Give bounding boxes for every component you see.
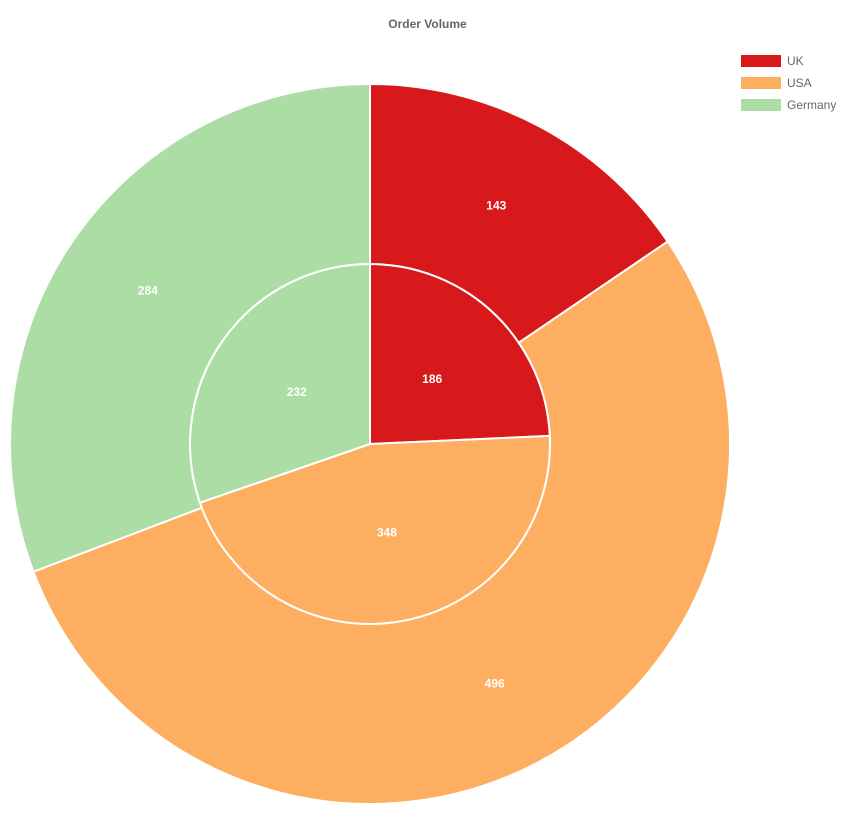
slice-label-outer-germany: 284	[138, 284, 158, 298]
legend-item-usa[interactable]: USA	[741, 72, 836, 94]
legend-label: Germany	[787, 98, 837, 112]
slice-label-outer-uk: 143	[486, 198, 506, 212]
legend-swatch	[741, 55, 781, 67]
legend: UK USA Germany	[741, 50, 836, 116]
slice-outer-germany[interactable]	[9, 82, 371, 573]
legend-item-uk[interactable]: UK	[741, 50, 836, 72]
slice-label-inner-germany: 232	[287, 385, 307, 399]
slice-outer-usa[interactable]	[32, 240, 731, 805]
slice-label-inner-uk: 186	[422, 372, 442, 386]
slice-outer-uk[interactable]	[369, 82, 670, 345]
legend-label: USA	[787, 76, 812, 90]
slice-label-inner-usa: 348	[377, 525, 397, 539]
legend-swatch	[741, 99, 781, 111]
legend-swatch	[741, 77, 781, 89]
chart-title: Order Volume	[388, 17, 467, 31]
legend-label: UK	[787, 54, 804, 68]
legend-item-germany[interactable]: Germany	[741, 94, 836, 116]
slice-label-outer-usa: 496	[485, 676, 505, 690]
